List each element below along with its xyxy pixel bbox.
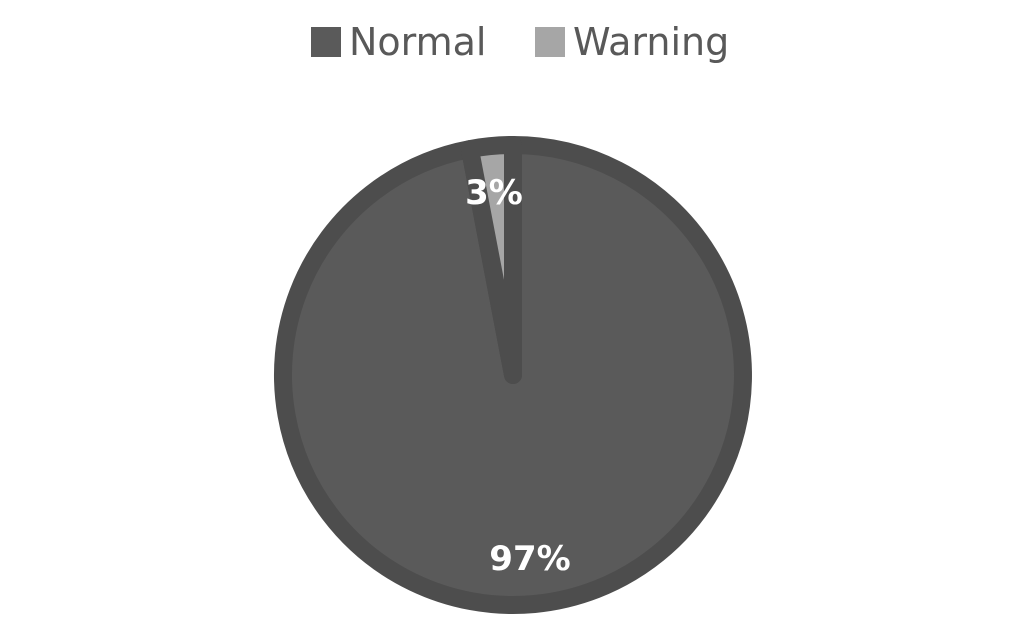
- legend: Normal Warning: [311, 20, 729, 64]
- data-label-warning: 3%: [465, 173, 523, 213]
- legend-swatch-normal: [311, 27, 341, 57]
- legend-label-normal: Normal: [349, 20, 487, 64]
- data-labels: 97% 3%: [465, 173, 571, 579]
- data-label-normal: 97%: [489, 539, 570, 579]
- pie-slices: [273, 135, 752, 614]
- pie-slice-warning: [460, 135, 522, 384]
- legend-label-warning: Warning: [573, 20, 729, 64]
- legend-swatch-warning: [535, 27, 565, 57]
